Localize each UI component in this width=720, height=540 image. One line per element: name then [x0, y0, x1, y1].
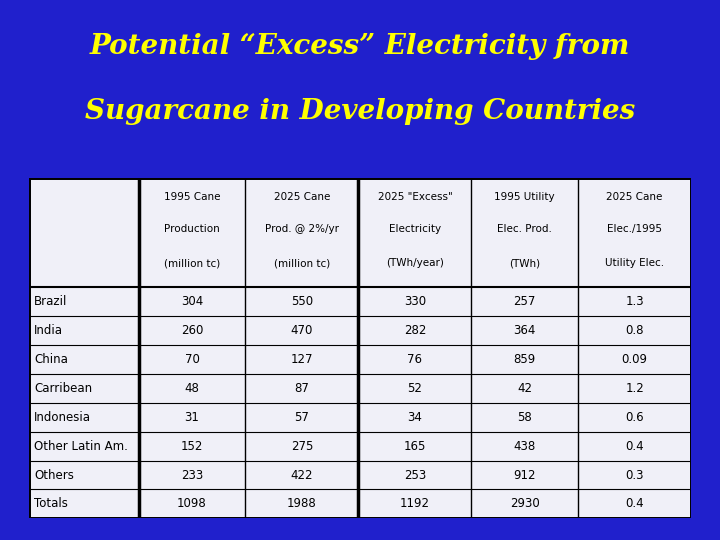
Text: Potential “Excess” Electricity from: Potential “Excess” Electricity from — [90, 33, 630, 60]
Text: (million tc): (million tc) — [274, 258, 330, 268]
Text: 550: 550 — [291, 295, 313, 308]
Text: 1098: 1098 — [177, 497, 207, 510]
Text: 0.4: 0.4 — [626, 440, 644, 453]
Text: 52: 52 — [408, 382, 423, 395]
Text: (TWh): (TWh) — [509, 258, 540, 268]
Text: 57: 57 — [294, 411, 310, 424]
Text: 1192: 1192 — [400, 497, 430, 510]
Text: India: India — [34, 324, 63, 337]
Text: 1988: 1988 — [287, 497, 317, 510]
Text: 48: 48 — [184, 382, 199, 395]
Text: 2930: 2930 — [510, 497, 540, 510]
Text: 0.6: 0.6 — [626, 411, 644, 424]
Text: 275: 275 — [291, 440, 313, 453]
Text: 282: 282 — [404, 324, 426, 337]
Text: 58: 58 — [518, 411, 532, 424]
Text: Carribean: Carribean — [34, 382, 92, 395]
Text: 1995 Utility: 1995 Utility — [495, 192, 555, 202]
Text: Production: Production — [164, 224, 220, 234]
Text: Sugarcane in Developing Countries: Sugarcane in Developing Countries — [85, 98, 635, 125]
Text: 127: 127 — [291, 353, 313, 366]
Text: 859: 859 — [513, 353, 536, 366]
Text: Others: Others — [34, 469, 74, 482]
Text: 0.3: 0.3 — [626, 469, 644, 482]
Text: 31: 31 — [184, 411, 199, 424]
Text: 42: 42 — [517, 382, 532, 395]
Text: 304: 304 — [181, 295, 203, 308]
Text: 2025 "Excess": 2025 "Excess" — [377, 192, 452, 202]
Text: (TWh/year): (TWh/year) — [386, 258, 444, 268]
Text: 422: 422 — [291, 469, 313, 482]
Text: Elec./1995: Elec./1995 — [607, 224, 662, 234]
Text: 253: 253 — [404, 469, 426, 482]
FancyBboxPatch shape — [29, 178, 691, 518]
Text: 152: 152 — [181, 440, 203, 453]
Text: Other Latin Am.: Other Latin Am. — [34, 440, 128, 453]
Text: 233: 233 — [181, 469, 203, 482]
Text: 438: 438 — [513, 440, 536, 453]
Text: Elec. Prod.: Elec. Prod. — [498, 224, 552, 234]
Text: Prod. @ 2%/yr: Prod. @ 2%/yr — [265, 224, 339, 234]
Text: 1.2: 1.2 — [625, 382, 644, 395]
Text: 470: 470 — [291, 324, 313, 337]
Text: Totals: Totals — [34, 497, 68, 510]
Text: China: China — [34, 353, 68, 366]
Text: Indonesia: Indonesia — [34, 411, 91, 424]
Text: 257: 257 — [513, 295, 536, 308]
Text: 364: 364 — [513, 324, 536, 337]
Text: 87: 87 — [294, 382, 310, 395]
Text: 165: 165 — [404, 440, 426, 453]
Text: 2025 Cane: 2025 Cane — [274, 192, 330, 202]
Text: (million tc): (million tc) — [164, 258, 220, 268]
Text: 34: 34 — [408, 411, 423, 424]
Text: Brazil: Brazil — [34, 295, 68, 308]
Text: 1995 Cane: 1995 Cane — [163, 192, 220, 202]
Text: 0.09: 0.09 — [621, 353, 648, 366]
Text: 0.4: 0.4 — [626, 497, 644, 510]
Text: 76: 76 — [408, 353, 423, 366]
Text: Electricity: Electricity — [389, 224, 441, 234]
Text: 70: 70 — [184, 353, 199, 366]
Text: 0.8: 0.8 — [626, 324, 644, 337]
Text: Utility Elec.: Utility Elec. — [605, 258, 665, 268]
Text: 260: 260 — [181, 324, 203, 337]
Text: 912: 912 — [513, 469, 536, 482]
Text: 2025 Cane: 2025 Cane — [606, 192, 663, 202]
Text: 330: 330 — [404, 295, 426, 308]
Text: 1.3: 1.3 — [626, 295, 644, 308]
